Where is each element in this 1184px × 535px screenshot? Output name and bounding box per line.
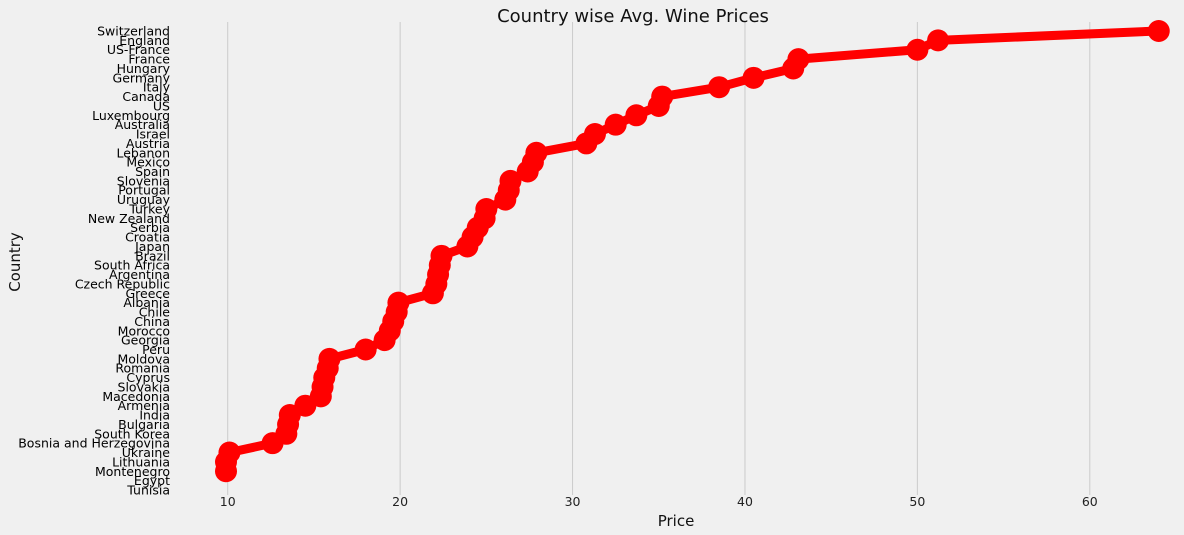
y-tick-label: Mexico <box>126 155 170 170</box>
y-tick-label: Lithuania <box>112 454 170 469</box>
y-tick-label: Greece <box>126 286 171 301</box>
y-tick-label: Croatia <box>125 230 170 245</box>
y-tick-label: Portugal <box>118 183 170 198</box>
y-tick-label: US <box>153 98 170 113</box>
y-tick-label: New Zealand <box>88 211 170 226</box>
y-tick-label: Slovakia <box>118 379 170 394</box>
y-tick-label: Armenia <box>118 398 170 413</box>
series-price <box>215 20 1170 483</box>
y-tick-label: Ukraine <box>122 445 171 460</box>
y-tick-label: Israel <box>136 127 170 142</box>
y-tick-label: Australia <box>115 117 170 132</box>
y-tick-label: Luxembourg <box>92 108 170 123</box>
y-tick-labels: SwitzerlandEnglandUS-FranceFranceHungary… <box>18 24 170 498</box>
x-tick-label: 20 <box>392 494 408 509</box>
y-tick-label: Bosnia and Herzegovina <box>18 436 170 451</box>
data-point <box>906 38 929 61</box>
y-tick-label: Austria <box>126 136 170 151</box>
y-tick-label: France <box>128 52 170 67</box>
y-tick-label: Montenegro <box>95 464 170 479</box>
y-tick-label: Hungary <box>117 61 171 76</box>
data-point <box>575 132 598 155</box>
data-point <box>456 235 479 258</box>
y-tick-label: Slovenia <box>117 173 170 188</box>
data-point <box>494 188 517 211</box>
y-tick-label: Macedonia <box>102 389 170 404</box>
data-point <box>516 160 539 183</box>
data-point <box>647 94 670 117</box>
x-tick-label: 60 <box>1082 494 1098 509</box>
y-tick-label: Germany <box>113 70 171 85</box>
y-axis-label: Country <box>6 232 24 292</box>
data-point <box>625 104 648 127</box>
data-point <box>261 432 284 455</box>
y-tick-label: Moldova <box>117 351 170 366</box>
x-tick-label: 30 <box>565 494 581 509</box>
y-tick-label: Cyprus <box>126 370 170 385</box>
x-tick-label: 50 <box>909 494 925 509</box>
data-point <box>708 76 731 99</box>
chart-title: Country wise Avg. Wine Prices <box>497 6 769 27</box>
y-tick-label: South Africa <box>94 258 170 273</box>
y-tick-label: Bulgaria <box>118 417 170 432</box>
y-tick-label: US-France <box>107 42 170 57</box>
y-tick-label: Peru <box>142 342 170 357</box>
y-tick-label: Spain <box>135 164 170 179</box>
y-tick-label: Egypt <box>134 473 170 488</box>
data-point <box>927 29 950 52</box>
data-point <box>1147 20 1170 42</box>
x-tick-label: 10 <box>220 494 236 509</box>
y-tick-label: Albania <box>123 295 170 310</box>
y-tick-label: Serbia <box>130 220 170 235</box>
y-tick-label: Japan <box>134 239 170 254</box>
y-tick-label: Switzerland <box>97 24 170 39</box>
data-point <box>354 338 377 361</box>
y-tick-label: England <box>119 33 170 48</box>
y-tick-label: Romania <box>115 361 170 376</box>
y-tick-label: Georgia <box>121 333 170 348</box>
y-tick-label: Chile <box>139 305 171 320</box>
y-tick-label: Morocco <box>118 323 170 338</box>
y-tick-label: India <box>139 408 170 423</box>
y-tick-label: Czech Republic <box>75 276 170 291</box>
y-tick-label: South Korea <box>94 426 170 441</box>
y-tick-label: Italy <box>143 80 171 95</box>
y-tick-label: Argentina <box>109 267 170 282</box>
data-point <box>421 282 444 305</box>
data-point <box>782 57 805 80</box>
y-tick-label: China <box>134 314 170 329</box>
x-tick-label: 40 <box>737 494 753 509</box>
y-tick-label: Tunisia <box>126 483 170 498</box>
data-point <box>604 113 627 136</box>
y-tick-label: Lebanon <box>116 145 170 160</box>
grid <box>227 22 1091 495</box>
data-point <box>742 66 765 89</box>
x-axis-label: Price <box>658 512 695 530</box>
y-tick-label: Uruguay <box>117 192 171 207</box>
x-tick-labels: 10 20 30 40 50 60 <box>220 494 1098 509</box>
y-tick-label: Canada <box>122 89 170 104</box>
y-tick-label: Turkey <box>128 201 170 216</box>
data-point <box>215 460 237 483</box>
data-point <box>373 329 396 352</box>
y-tick-label: Brazil <box>135 248 170 263</box>
